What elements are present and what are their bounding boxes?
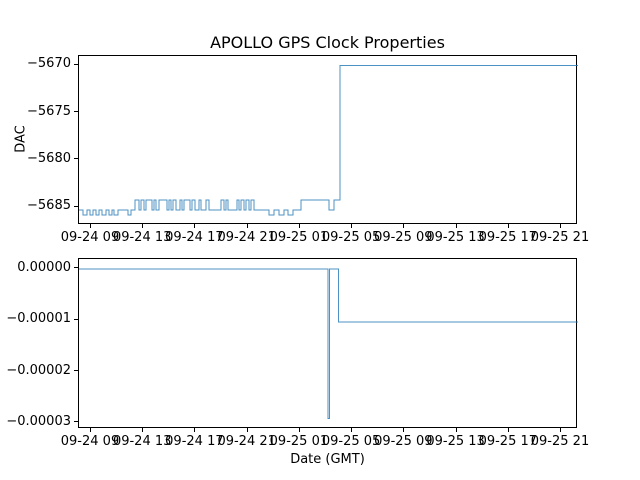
x-tick-label: 09-24 21 [217, 230, 276, 245]
x-tick-mark [90, 428, 91, 432]
x-tick-mark [403, 224, 405, 228]
x-tick-label: 09-25 01 [269, 230, 329, 245]
dac-plot [78, 55, 578, 224]
x-tick-mark [246, 428, 248, 432]
frequency-offset-series-line [79, 268, 578, 420]
x-tick-mark [298, 224, 300, 228]
y-tick-mark [74, 421, 78, 423]
dac-series-canvas [79, 64, 578, 216]
x-tick-mark [507, 428, 509, 432]
x-tick-mark [142, 428, 144, 432]
dac-series-line [79, 64, 578, 216]
x-tick-label: 09-25 05 [321, 434, 381, 449]
y-tick-label: −0.00001 [6, 311, 71, 327]
x-tick-label: 09-25 09 [374, 434, 433, 449]
y-tick-mark [74, 318, 78, 320]
x-tick-mark [455, 428, 457, 432]
x-tick-label: 09-25 17 [478, 434, 538, 449]
y-tick-label: −5670 [27, 56, 71, 72]
x-tick-mark [194, 428, 196, 432]
x-tick-mark [351, 428, 353, 432]
x-tick-label: 09-25 05 [321, 230, 381, 245]
frequency-offset-series-canvas [79, 268, 578, 420]
frequency-offset-plot [78, 258, 578, 428]
y-tick-label: −5685 [27, 198, 71, 214]
x-tick-mark [194, 224, 196, 228]
y-axis-label-dac: DAC [13, 125, 29, 153]
y-tick-label: −5680 [27, 150, 71, 166]
y-tick-mark [74, 370, 78, 371]
x-tick-label: 09-24 13 [112, 230, 172, 245]
x-tick-mark [142, 224, 144, 228]
y-tick-mark [74, 63, 78, 65]
x-tick-mark [351, 224, 353, 228]
x-tick-mark [403, 428, 405, 432]
x-tick-label: 09-24 21 [217, 434, 276, 449]
y-tick-label: −5675 [27, 103, 71, 119]
y-tick-mark [74, 205, 78, 207]
y-tick-label: −0.00003 [6, 413, 71, 429]
x-tick-label: 09-25 13 [426, 230, 485, 245]
x-tick-mark [455, 224, 457, 228]
x-tick-mark [507, 224, 509, 228]
x-tick-mark [560, 428, 561, 432]
x-tick-label: 09-24 13 [112, 434, 172, 449]
x-tick-label: 09-25 21 [530, 434, 590, 449]
x-tick-label: 09-25 21 [530, 230, 590, 245]
x-tick-label: 09-25 09 [374, 230, 433, 245]
x-tick-mark [246, 224, 248, 228]
y-tick-label: −0.00002 [6, 362, 71, 378]
chart-title: APOLLO GPS Clock Properties [210, 33, 445, 52]
x-tick-mark [298, 428, 300, 432]
y-tick-mark [74, 158, 78, 160]
y-tick-label: 0.00000 [17, 259, 71, 275]
x-tick-label: 09-25 01 [269, 434, 329, 449]
y-tick-mark [74, 111, 78, 113]
x-tick-mark [90, 224, 91, 228]
x-axis-label: Date (GMT) [290, 452, 365, 467]
x-tick-label: 09-25 13 [426, 434, 485, 449]
x-tick-label: 09-24 17 [165, 434, 224, 449]
y-tick-mark [74, 267, 78, 269]
x-tick-mark [560, 224, 561, 228]
x-tick-label: 09-24 09 [60, 230, 120, 245]
x-tick-label: 09-24 17 [165, 230, 224, 245]
x-tick-label: 09-24 09 [60, 434, 120, 449]
x-tick-label: 09-25 17 [478, 230, 538, 245]
